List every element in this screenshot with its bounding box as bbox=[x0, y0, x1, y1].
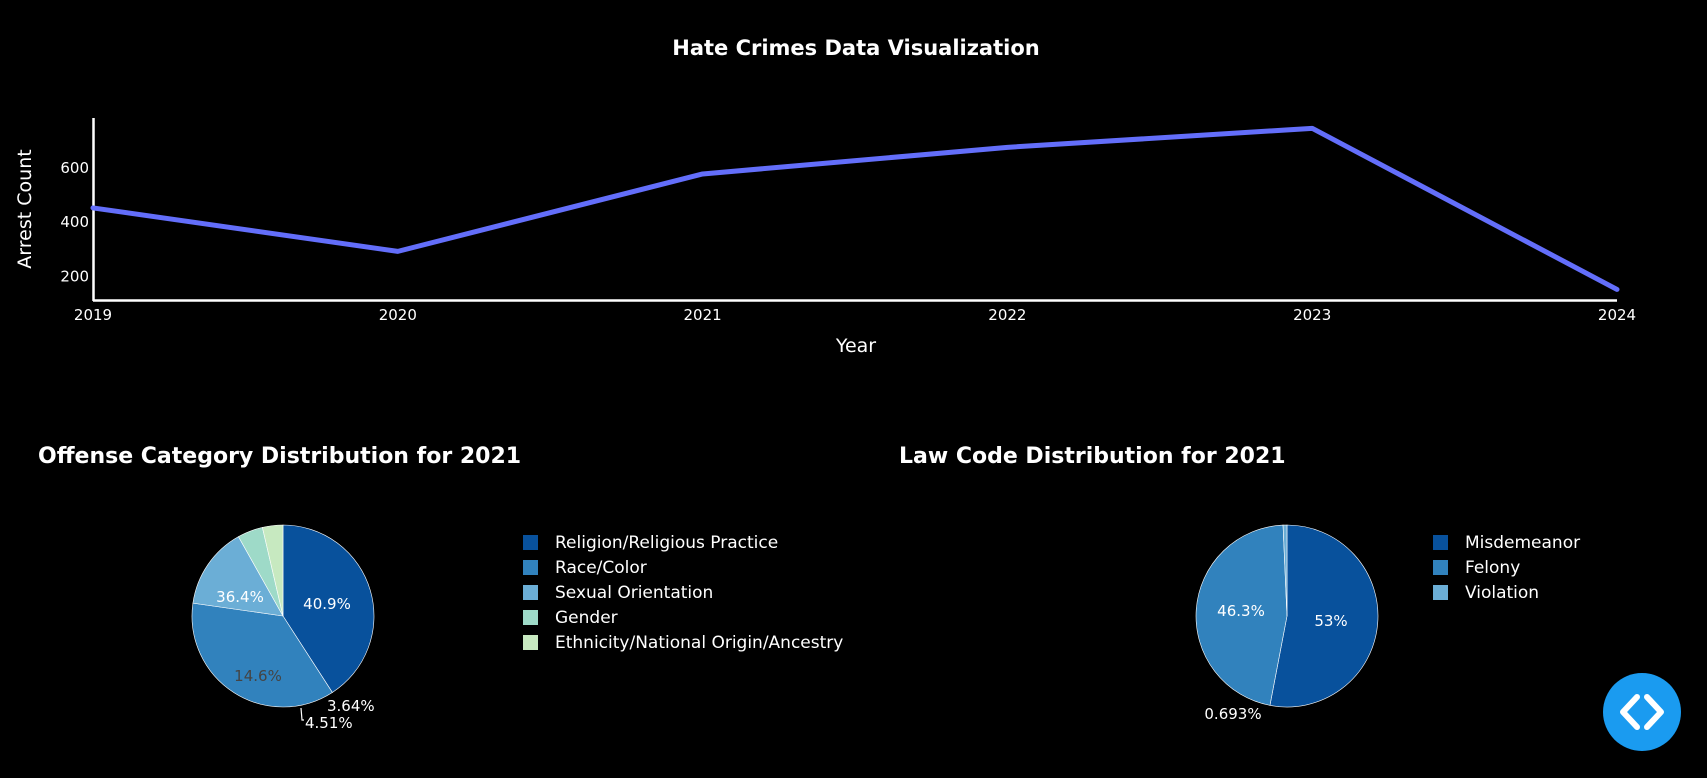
lawcode-pie-chart: Law Code Distribution for 2021 53% 46.3% 0… bbox=[899, 444, 1580, 723]
offense-legend: Religion/Religious Practice Race/Color Sex… bbox=[523, 533, 843, 653]
legend-swatch[interactable] bbox=[523, 560, 538, 575]
legend-swatch[interactable] bbox=[523, 585, 538, 600]
x-tick-label: 2024 bbox=[1598, 306, 1636, 324]
offense-pie-slice[interactable] bbox=[262, 524, 284, 617]
legend-label[interactable]: Misdemeanor bbox=[1465, 533, 1580, 553]
legend-swatch[interactable] bbox=[1433, 535, 1448, 550]
offense-pie-chart: Offense Category Distribution for 2021 4… bbox=[38, 444, 843, 732]
label-leader-line bbox=[300, 707, 304, 721]
legend-label[interactable]: Sexual Orientation bbox=[555, 583, 713, 603]
x-tick-labels: 2019 2020 2021 2022 2023 2024 bbox=[74, 306, 1636, 324]
offense-pie-slice[interactable] bbox=[282, 524, 375, 693]
lawcode-pie-title: Law Code Distribution for 2021 bbox=[899, 444, 1286, 469]
y-tick-label: 400 bbox=[60, 213, 89, 231]
legend-label[interactable]: Felony bbox=[1465, 558, 1520, 578]
legend-label[interactable]: Ethnicity/National Origin/Ancestry bbox=[555, 633, 843, 653]
x-axis-title: Year bbox=[835, 335, 876, 357]
offense-pie-value-label: 4.51% bbox=[305, 714, 353, 732]
x-tick-label: 2019 bbox=[74, 306, 112, 324]
offense-pie-slice[interactable] bbox=[192, 536, 284, 617]
legend-swatch[interactable] bbox=[1433, 560, 1448, 575]
y-tick-label: 600 bbox=[60, 159, 89, 177]
code-toggle-button[interactable] bbox=[1603, 673, 1681, 751]
lawcode-pie-slice[interactable] bbox=[1269, 524, 1379, 708]
offense-pie-value-label: 3.64% bbox=[327, 697, 375, 715]
legend-label[interactable]: Race/Color bbox=[555, 558, 647, 578]
offense-pie-value-label: 40.9% bbox=[303, 595, 351, 613]
lawcode-pie-slice[interactable] bbox=[1282, 524, 1288, 617]
code-icon bbox=[1620, 694, 1664, 730]
x-tick-label: 2021 bbox=[684, 306, 722, 324]
lawcode-pie-value-label: 0.693% bbox=[1204, 705, 1261, 723]
lawcode-pie-slice[interactable] bbox=[1195, 524, 1288, 706]
legend-label[interactable]: Gender bbox=[555, 608, 618, 628]
offense-pie-slice[interactable] bbox=[191, 602, 333, 708]
legend-swatch[interactable] bbox=[523, 535, 538, 550]
legend-swatch[interactable] bbox=[1433, 585, 1448, 600]
y-tick-label: 200 bbox=[60, 268, 89, 286]
offense-pie-value-label: 14.6% bbox=[234, 667, 282, 685]
lawcode-legend: Misdemeanor Felony Violation bbox=[1433, 533, 1580, 603]
legend-swatch[interactable] bbox=[523, 610, 538, 625]
legend-swatch[interactable] bbox=[523, 635, 538, 650]
x-tick-label: 2020 bbox=[379, 306, 417, 324]
legend-label[interactable]: Violation bbox=[1465, 583, 1539, 603]
lawcode-pie-value-label: 46.3% bbox=[1217, 602, 1265, 620]
offense-pie-value-label: 36.4% bbox=[216, 588, 264, 606]
x-tick-label: 2023 bbox=[1293, 306, 1331, 324]
page-title: Hate Crimes Data Visualization bbox=[672, 36, 1039, 60]
legend-label[interactable]: Religion/Religious Practice bbox=[555, 533, 778, 553]
series-line bbox=[90, 125, 1620, 292]
offense-pie-title: Offense Category Distribution for 2021 bbox=[38, 444, 521, 469]
y-axis-title: Arrest Count bbox=[14, 149, 36, 268]
y-tick-labels: 200 400 600 bbox=[60, 159, 89, 286]
x-tick-label: 2022 bbox=[988, 306, 1026, 324]
lawcode-pie-value-label: 53% bbox=[1314, 612, 1347, 630]
